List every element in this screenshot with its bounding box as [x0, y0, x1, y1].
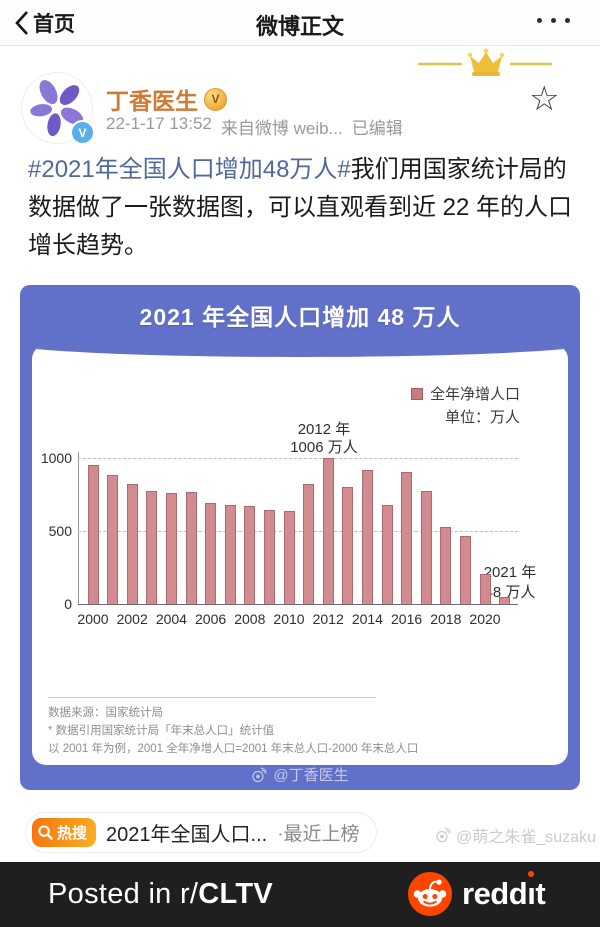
bar-2015 [381, 505, 393, 604]
weibo-eye-icon [436, 827, 452, 843]
bar-2010 [283, 511, 295, 604]
bar-2003 [146, 491, 158, 604]
chart-watermark-text: @丁香医生 [273, 767, 349, 784]
bar-2020 [479, 574, 491, 604]
gridline-1000 [78, 458, 518, 460]
annotation-2012-year: 2012 年 [297, 421, 351, 438]
bar-2004 [165, 493, 177, 604]
y-tick-label-1000: 1000 [40, 450, 72, 467]
post-text: #2021年全国人口增加48万人#我们用国家统计局的数据做了一张数据图，可以直观… [28, 151, 576, 265]
chart-card: 全年净增人口 单位：万人 2012 年 1006 万人 2021 年 48 万人… [32, 345, 568, 765]
gridline-500 [78, 531, 518, 533]
hot-search-suffix: ·最近上榜 [277, 824, 360, 845]
bar-2001 [107, 475, 119, 604]
chart-notes: 数据来源：国家统计局 * 数据引用国家统计局「年末总人口」统计值 以 2001 … [48, 704, 418, 758]
y-tick-label-0: 0 [64, 596, 72, 612]
reddit-logo-icon [408, 872, 452, 916]
bar-2006 [205, 503, 217, 604]
bar-2008 [244, 506, 256, 604]
back-label: 首页 [33, 13, 75, 36]
bar-2013 [342, 487, 354, 604]
x-tick-label-2010: 2010 [273, 611, 305, 627]
annotation-2021-year: 2021 年 [483, 564, 537, 581]
nav-bar: 首页 微博正文 [0, 0, 600, 46]
gold-v-badge-icon: V [204, 87, 227, 111]
author-name[interactable]: 丁香医生 V [106, 82, 227, 116]
x-tick-label-2016: 2016 [391, 611, 423, 627]
timestamp: 22-1-17 13:52 [106, 114, 212, 133]
footnote-2: 以 2001 年为例，2001 全年净增人口=2001 年末总人口-2000 年… [48, 743, 419, 755]
subreddit-name[interactable]: CLTV [198, 878, 274, 910]
more-menu-button[interactable] [537, 18, 570, 23]
hot-search-badge: 热搜 [32, 818, 97, 847]
back-chevron-icon [15, 11, 28, 35]
reddit-i-dot-icon [528, 871, 535, 877]
x-tick-label-2002: 2002 [116, 611, 148, 627]
bar-2012 [322, 458, 334, 604]
page-title: 微博正文 [255, 14, 344, 39]
x-tick-label-2018: 2018 [430, 611, 462, 627]
post-image-chart[interactable]: 2021 年全国人口增加 48 万人 全年净增人口 单位：万人 2012 年 1… [20, 285, 580, 790]
unit-label: 单位：万人 [444, 409, 520, 426]
footnote-1: * 数据引用国家统计局「年末总人口」统计值 [48, 725, 275, 737]
author-name-text: 丁香医生 [106, 88, 198, 114]
x-axis-line [78, 604, 518, 605]
reddit-wordmark: reddı t [462, 871, 546, 912]
bar-2009 [263, 510, 275, 604]
chart-watermark: @丁香医生 [20, 764, 580, 785]
x-tick-label-2000: 2000 [77, 611, 109, 627]
search-icon [38, 825, 53, 840]
bar-2016 [401, 472, 413, 604]
x-tick-label-2012: 2012 [312, 611, 344, 627]
x-tick-label-2020: 2020 [469, 611, 501, 627]
avatar[interactable] [22, 73, 92, 143]
hot-search-pill[interactable]: 热搜 2021年全国人口... ·最近上榜 [25, 812, 377, 853]
bar-2002 [126, 484, 138, 604]
bar-2005 [185, 492, 197, 604]
favorite-star-icon[interactable]: ☆ [529, 80, 560, 118]
hashtag-link[interactable]: #2021年全国人口增加48万人# [28, 156, 351, 183]
back-button[interactable]: 首页 [14, 8, 75, 38]
post-source[interactable]: 来自微博 weib... [220, 119, 343, 138]
hot-search-title: 2021年全国人口... [106, 824, 268, 846]
annotation-2012: 2012 年 1006 万人 [264, 421, 384, 457]
annotation-2012-value: 1006 万人 [290, 439, 358, 456]
verified-v-badge-icon: V [70, 120, 95, 145]
post-body-text: 我们用国家统计局的数据做了一张数据图，可以直观看到近 22 年的人口增长趋势。 [28, 156, 573, 259]
reddit-banner: Posted in r/CLTV reddı t [0, 862, 600, 927]
bar-2017 [420, 491, 432, 604]
chart-legend: 全年净增人口 [410, 383, 520, 404]
bar-2014 [361, 470, 373, 604]
posted-in-label: Posted in r/CLTV [48, 878, 273, 911]
bar-2007 [224, 505, 236, 604]
chart-title: 2021 年全国人口增加 48 万人 [139, 304, 461, 330]
annotation-2021-value: 48 万人 [484, 584, 536, 601]
y-axis-line [78, 452, 79, 604]
chart-divider [48, 697, 376, 698]
x-tick-label-2006: 2006 [195, 611, 227, 627]
annotation-2021: 2021 年 48 万人 [468, 563, 552, 603]
source-note: 数据来源：国家统计局 [48, 707, 163, 719]
legend-swatch-icon [410, 387, 423, 400]
bar-2018 [440, 527, 452, 604]
post-meta: 22-1-17 13:52 来自微博 weib... 已编辑 [106, 114, 403, 139]
posted-prefix: Posted in r/ [48, 878, 199, 910]
crown-decoration-icon [418, 48, 552, 76]
x-tick-label-2014: 2014 [351, 611, 383, 627]
legend-label: 全年净增人口 [429, 386, 520, 403]
reddit-i-letter: ı [527, 871, 536, 911]
edited-label[interactable]: 已编辑 [351, 119, 403, 138]
page-watermark-text: @萌之朱雀_suzaku [456, 829, 596, 846]
hot-search-badge-label: 热搜 [57, 825, 88, 842]
page-watermark: @萌之朱雀_suzaku [435, 823, 596, 847]
y-tick-label-500: 500 [48, 523, 72, 540]
bar-2011 [303, 484, 315, 604]
bar-2019 [459, 536, 471, 604]
bar-2021 [499, 597, 511, 604]
bar-2000 [87, 465, 99, 604]
x-tick-label-2004: 2004 [155, 611, 187, 627]
x-tick-label-2008: 2008 [234, 611, 266, 627]
weibo-eye-icon [252, 767, 268, 782]
